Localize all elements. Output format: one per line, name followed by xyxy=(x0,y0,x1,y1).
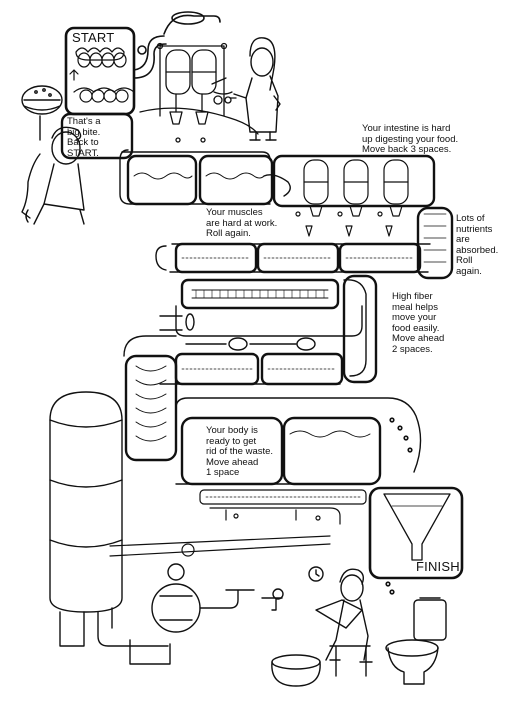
finish-label: FINISH xyxy=(416,559,460,574)
space-pipe-elbow[interactable] xyxy=(124,354,178,462)
nutrients-text: Lots of nutrients are absorbed. Roll aga… xyxy=(456,213,499,277)
space-fiber-tray[interactable] xyxy=(180,278,340,310)
space-intestine-hard[interactable] xyxy=(272,154,436,237)
big-bite-text: That's a big bite. Back to START. xyxy=(67,116,101,159)
space-row2-2[interactable] xyxy=(256,242,340,274)
toilet xyxy=(385,597,447,685)
space-stomach-2[interactable] xyxy=(198,154,274,206)
waste-text: Your body is ready to get rid of the was… xyxy=(206,425,274,478)
boy-with-burger xyxy=(21,85,85,225)
storage-tank xyxy=(49,391,169,647)
finish-space[interactable] xyxy=(368,486,464,595)
space-row2-3[interactable] xyxy=(338,242,422,274)
high-fiber-text: High fiber meal helps move your food eas… xyxy=(392,291,445,355)
space-row4-2[interactable] xyxy=(260,352,344,386)
space-nutrients[interactable] xyxy=(416,206,454,280)
space-rectum[interactable] xyxy=(282,416,382,486)
start-label: START xyxy=(72,30,115,45)
space-row2-1[interactable] xyxy=(174,242,258,274)
reading-boy xyxy=(315,568,373,677)
space-high-fiber[interactable] xyxy=(342,274,378,384)
space-stomach-1[interactable] xyxy=(126,154,198,206)
space-big-bite[interactable] xyxy=(60,112,134,160)
muscles-text: Your muscles are hard at work. Roll agai… xyxy=(206,207,278,239)
intestine-hard-text: Your intestine is hard up digesting your… xyxy=(362,123,459,155)
scientist-figure xyxy=(233,37,281,141)
space-row4-1[interactable] xyxy=(174,352,260,386)
space-waste[interactable] xyxy=(180,416,284,486)
